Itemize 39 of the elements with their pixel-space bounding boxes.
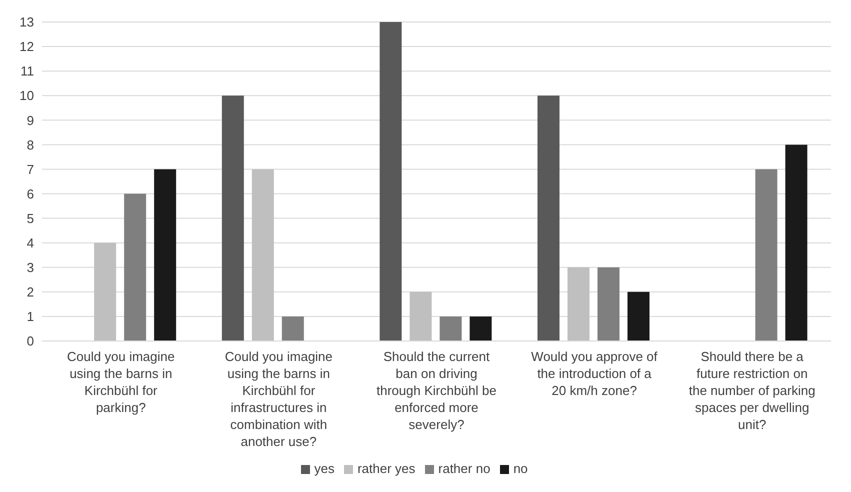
x-tick-label: Could you imagine using the barns in Kirchbühl for parking? xyxy=(67,349,175,415)
legend-label: rather yes xyxy=(357,461,416,476)
legend-label: yes xyxy=(314,461,334,476)
bar xyxy=(567,267,590,341)
x-tick-label: Should the current ban on driving through Kirchbühl be enforced more severely? xyxy=(376,349,496,432)
bar xyxy=(755,169,778,341)
y-tick-label: 6 xyxy=(26,186,34,202)
y-tick-label: 11 xyxy=(20,64,34,79)
y-tick-label: 7 xyxy=(26,162,34,177)
bar xyxy=(222,96,244,341)
y-tick-label: 9 xyxy=(26,112,34,128)
x-tick-label: Should there be a future restriction on the number of parking spaces per dwelling unit? xyxy=(688,349,816,432)
y-tick-label: 1 xyxy=(26,309,34,324)
bar xyxy=(785,144,808,341)
y-tick-label: 8 xyxy=(26,137,34,152)
x-tick-label: Would you approve of the introduction of a 20 km/h zone? xyxy=(531,349,658,398)
y-tick-label: 0 xyxy=(26,334,34,349)
y-tick-label: 4 xyxy=(26,235,34,250)
y-tick-label: 2 xyxy=(26,284,34,300)
y-tick-label: 5 xyxy=(26,210,34,226)
bar xyxy=(470,316,492,341)
bar xyxy=(282,316,304,341)
bar xyxy=(597,267,620,341)
y-tick-label: 3 xyxy=(26,260,34,275)
legend-label: rather no xyxy=(438,461,490,476)
x-tick-label: Could you imagine using the barns in Kirchbühl for infrastructures in combination with another use? xyxy=(224,349,333,449)
bar xyxy=(410,292,432,341)
bar xyxy=(124,194,146,341)
bar xyxy=(537,96,560,341)
y-tick-label: 12 xyxy=(20,39,34,54)
y-tick-label: 10 xyxy=(20,88,34,104)
y-tick-label: 13 xyxy=(20,14,34,30)
bar xyxy=(627,292,650,341)
bar xyxy=(94,242,116,341)
bar xyxy=(154,169,176,341)
legend-label: no xyxy=(513,461,528,476)
bar xyxy=(380,22,402,341)
bar xyxy=(440,316,462,341)
bar xyxy=(252,169,274,341)
